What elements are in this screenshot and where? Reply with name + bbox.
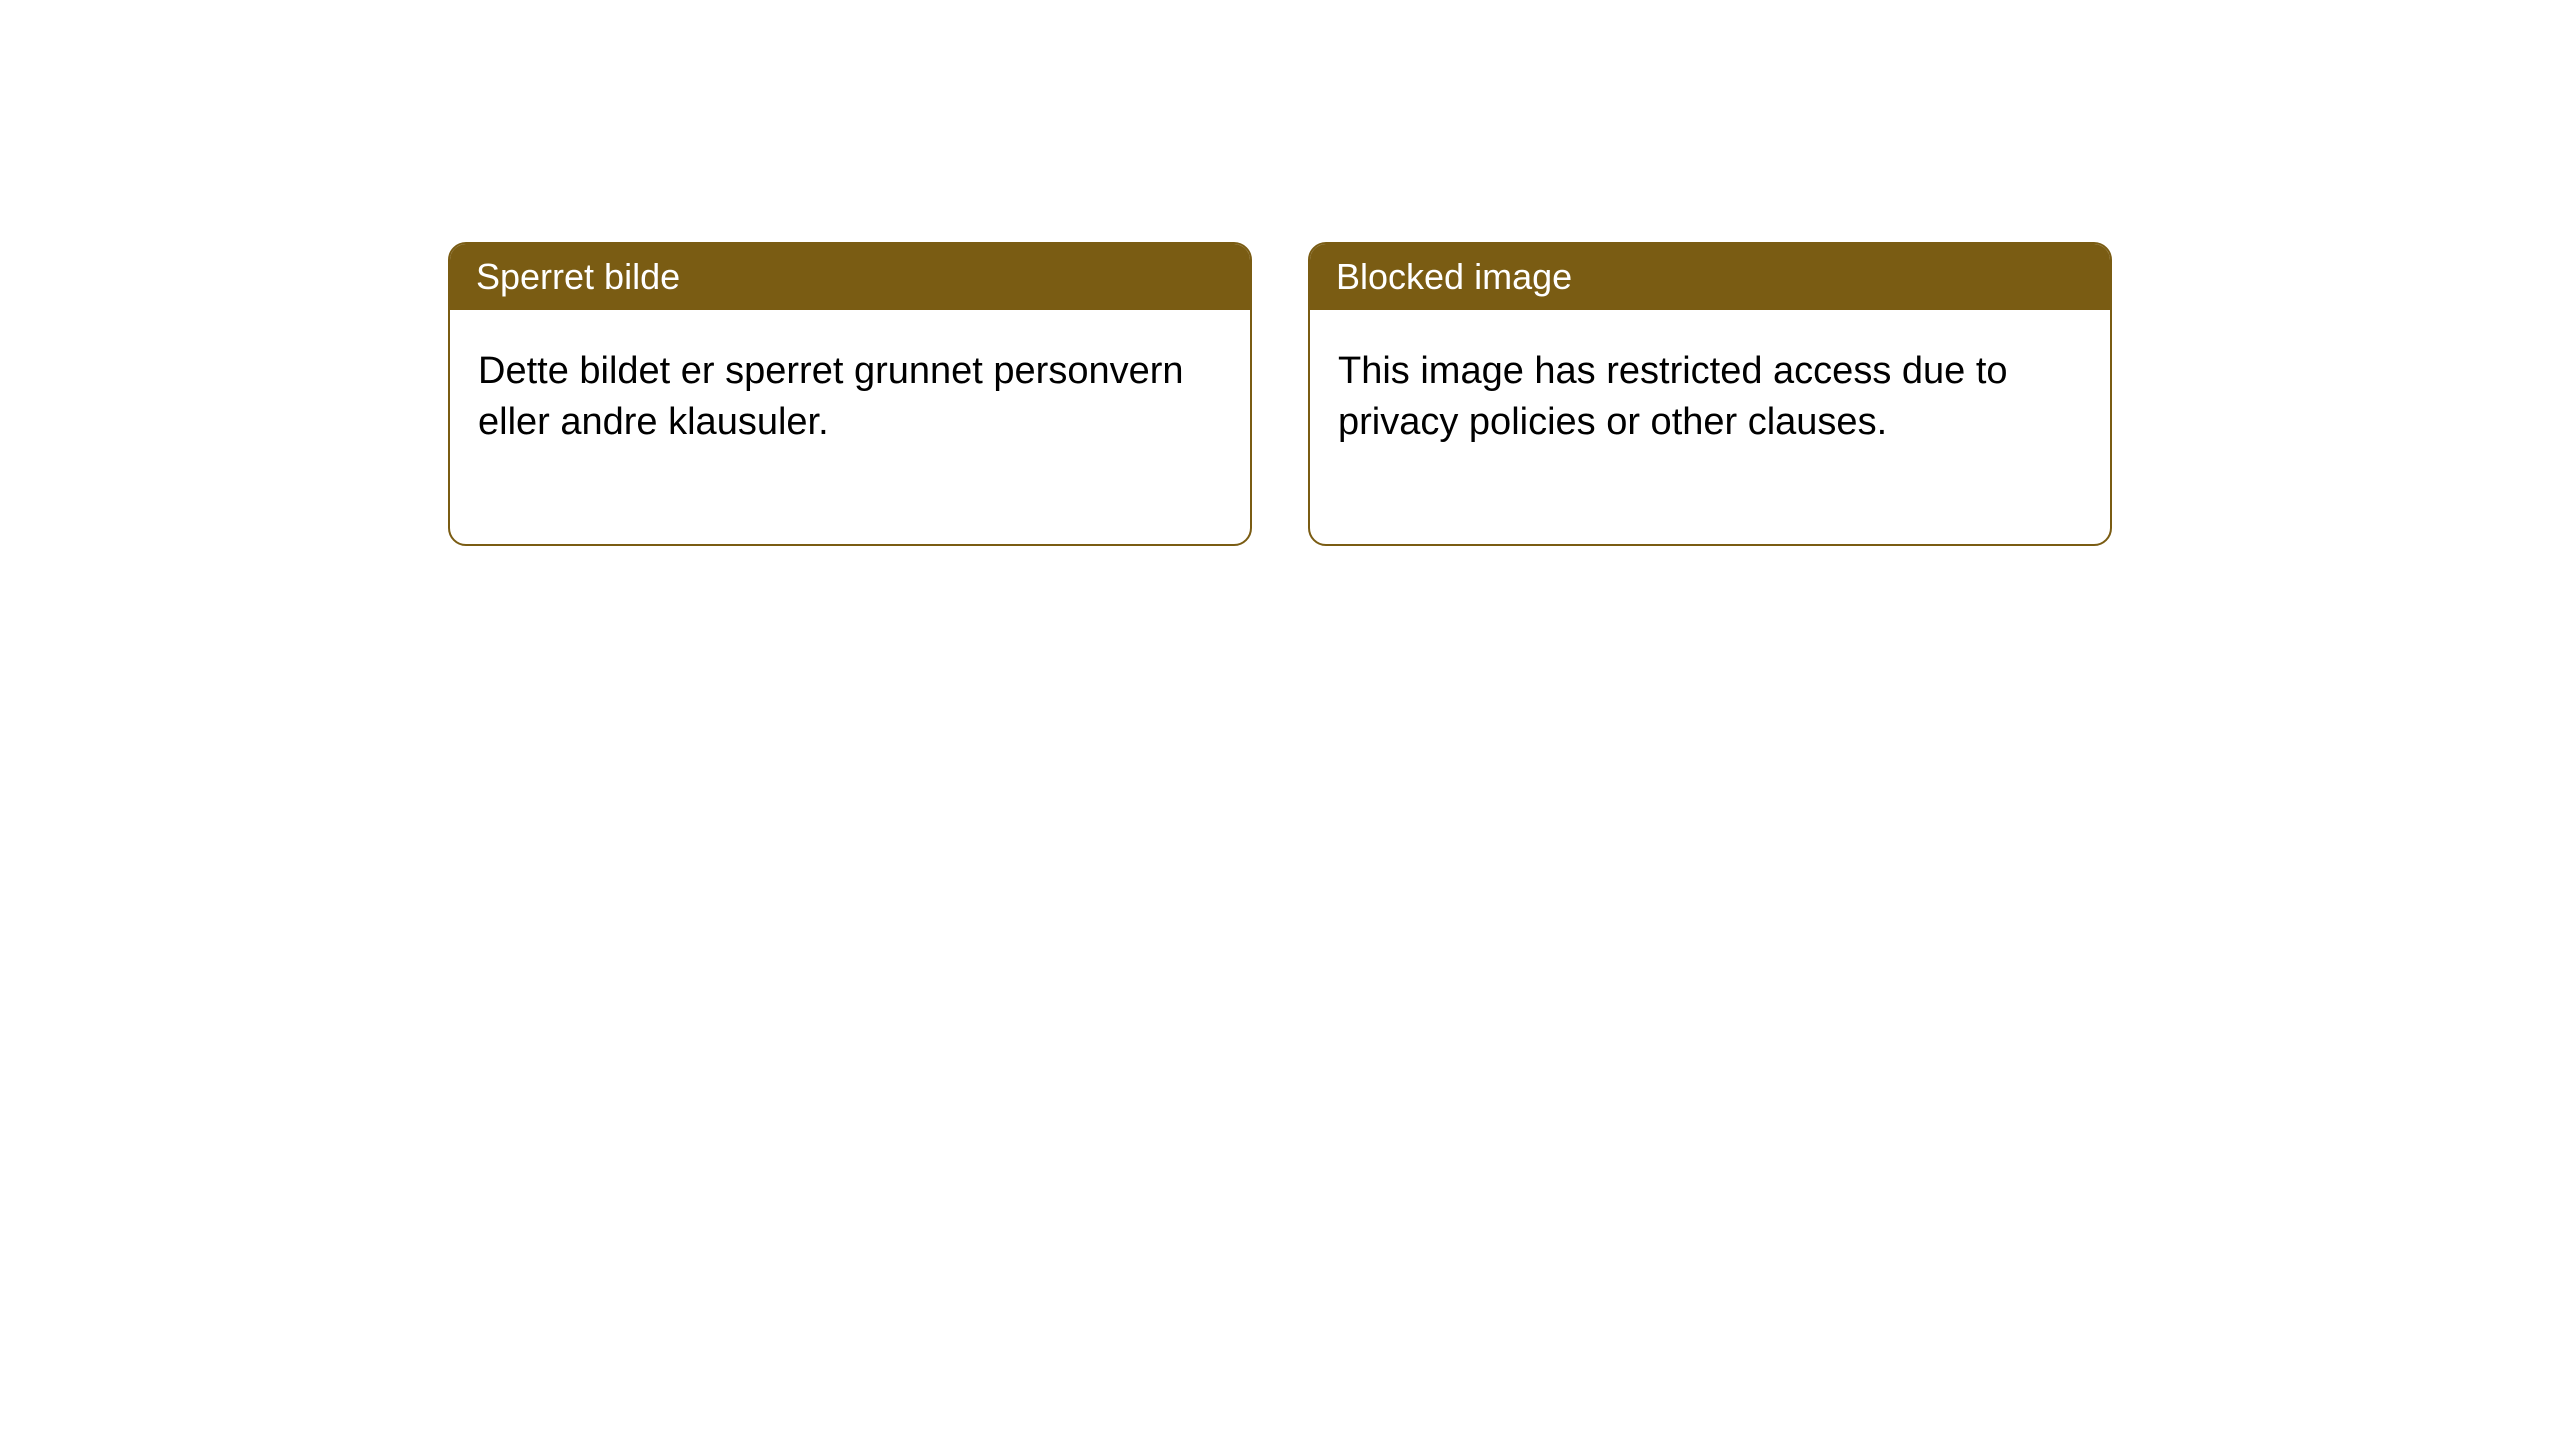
notice-box-english: Blocked image This image has restricted …	[1308, 242, 2112, 546]
notice-header: Sperret bilde	[450, 244, 1250, 310]
notice-header: Blocked image	[1310, 244, 2110, 310]
notice-box-norwegian: Sperret bilde Dette bildet er sperret gr…	[448, 242, 1252, 546]
notices-container: Sperret bilde Dette bildet er sperret gr…	[0, 0, 2560, 546]
notice-body: This image has restricted access due to …	[1310, 310, 2110, 544]
notice-body-text: This image has restricted access due to …	[1338, 350, 2008, 443]
notice-body-text: Dette bildet er sperret grunnet personve…	[478, 350, 1184, 443]
notice-body: Dette bildet er sperret grunnet personve…	[450, 310, 1250, 544]
notice-title: Sperret bilde	[476, 256, 680, 297]
notice-title: Blocked image	[1336, 256, 1572, 297]
